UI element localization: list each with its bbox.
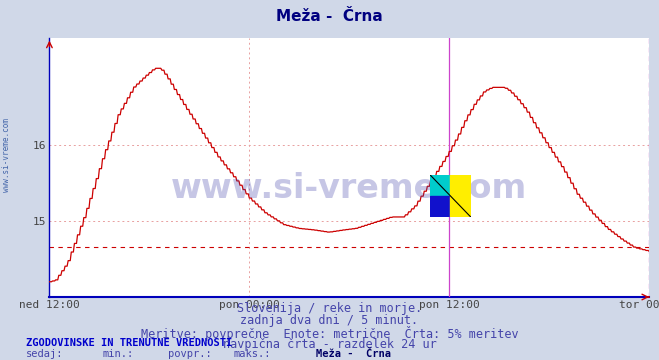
Text: Meža -  Črna: Meža - Črna (276, 9, 383, 24)
Text: Meža -  Črna: Meža - Črna (316, 349, 391, 359)
Text: zadnja dva dni / 5 minut.: zadnja dva dni / 5 minut. (241, 314, 418, 327)
Text: www.si-vreme.com: www.si-vreme.com (2, 118, 11, 192)
Text: navpična črta - razdelek 24 ur: navpična črta - razdelek 24 ur (223, 338, 436, 351)
Bar (451, 196, 471, 217)
Text: povpr.:: povpr.: (168, 349, 212, 359)
Text: maks.:: maks.: (234, 349, 272, 359)
Text: Slovenija / reke in morje.: Slovenija / reke in morje. (237, 302, 422, 315)
Bar (451, 175, 471, 196)
Text: ZGODOVINSKE IN TRENUTNE VREDNOSTI: ZGODOVINSKE IN TRENUTNE VREDNOSTI (26, 338, 233, 348)
Text: www.si-vreme.com: www.si-vreme.com (171, 172, 527, 204)
Text: Meritve: povprečne  Enote: metrične  Črta: 5% meritev: Meritve: povprečne Enote: metrične Črta:… (140, 326, 519, 341)
Text: sedaj:: sedaj: (26, 349, 64, 359)
Bar (430, 196, 451, 217)
Text: min.:: min.: (102, 349, 133, 359)
Bar (430, 175, 451, 196)
